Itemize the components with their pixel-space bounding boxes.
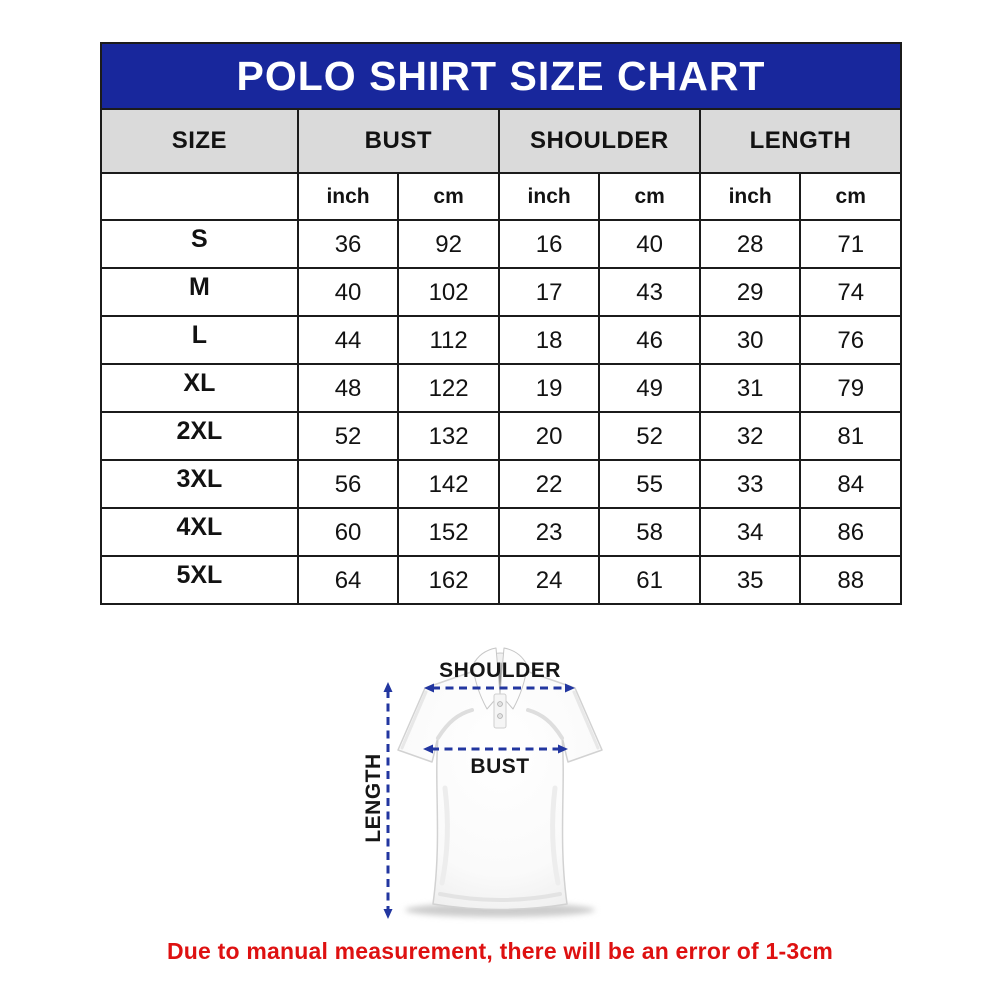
value-cell: 16: [497, 219, 601, 269]
value-cell: 60: [296, 507, 400, 557]
value-cell: 64: [296, 555, 400, 605]
value-cell: 19: [497, 363, 601, 413]
value-cell: 71: [799, 219, 902, 269]
table-row: S 36 92 16 40 28 71: [100, 219, 902, 269]
shoulder-measure-arrow: [424, 683, 575, 693]
group-header-row: SIZE BUST SHOULDER LENGTH: [100, 108, 903, 174]
value-cell: 29: [698, 267, 802, 317]
unit-cell-shoulder-cm: cm: [598, 172, 701, 221]
value-cell: 92: [397, 219, 500, 269]
unit-blank-cell: [100, 172, 299, 221]
value-cell: 152: [397, 507, 500, 557]
value-cell: 40: [296, 267, 400, 317]
size-cell: S: [100, 219, 299, 269]
value-cell: 49: [598, 363, 701, 413]
value-cell: 30: [698, 315, 802, 365]
value-cell: 24: [497, 555, 601, 605]
measurement-diagram: SHOULDER BUST LENGTH: [330, 638, 670, 940]
size-cell: M: [100, 267, 299, 317]
value-cell: 17: [497, 267, 601, 317]
value-cell: 79: [799, 363, 902, 413]
value-cell: 81: [799, 411, 902, 461]
value-cell: 55: [598, 459, 701, 509]
size-cell: L: [100, 315, 299, 365]
value-cell: 32: [698, 411, 802, 461]
unit-cell-bust-inch: inch: [296, 172, 400, 221]
value-cell: 56: [296, 459, 400, 509]
length-measure-arrow: [383, 682, 393, 919]
shoulder-label: SHOULDER: [439, 659, 561, 682]
size-cell: 2XL: [100, 411, 299, 461]
unit-cell-shoulder-inch: inch: [497, 172, 601, 221]
value-cell: 20: [497, 411, 601, 461]
value-cell: 86: [799, 507, 902, 557]
value-cell: 84: [799, 459, 902, 509]
polo-shirt-illustration: [383, 647, 603, 919]
value-cell: 88: [799, 555, 902, 605]
size-cell: 4XL: [100, 507, 299, 557]
value-cell: 162: [397, 555, 500, 605]
header-length: LENGTH: [698, 108, 903, 174]
value-cell: 28: [698, 219, 802, 269]
size-cell: XL: [100, 363, 299, 413]
value-cell: 31: [698, 363, 802, 413]
value-cell: 52: [296, 411, 400, 461]
size-chart-block: POLO SHIRT SIZE CHART SIZE BUST SHOULDER…: [100, 42, 903, 605]
table-row: M 40 102 17 43 29 74: [100, 267, 902, 317]
bust-measure-arrow: [423, 744, 568, 754]
value-cell: 112: [397, 315, 500, 365]
button: [497, 701, 503, 707]
measurement-note: Due to manual measurement, there will be…: [166, 938, 833, 964]
placket: [493, 693, 507, 729]
value-cell: 142: [397, 459, 500, 509]
bust-label: BUST: [470, 755, 530, 778]
value-cell: 58: [598, 507, 701, 557]
chart-title-banner: POLO SHIRT SIZE CHART: [100, 42, 902, 108]
value-cell: 61: [598, 555, 701, 605]
size-chart-table: SIZE BUST SHOULDER LENGTH inch cm inch c…: [100, 108, 903, 605]
value-cell: 44: [296, 315, 400, 365]
value-cell: 122: [397, 363, 500, 413]
table-row: XL 48 122 19 49 31 79: [100, 363, 902, 413]
value-cell: 102: [397, 267, 500, 317]
shirt-shading: [400, 690, 600, 902]
value-cell: 34: [698, 507, 802, 557]
value-cell: 40: [598, 219, 701, 269]
value-cell: 23: [497, 507, 601, 557]
unit-cell-length-cm: cm: [799, 172, 902, 221]
header-size: SIZE: [100, 108, 299, 174]
value-cell: 22: [497, 459, 601, 509]
value-cell: 132: [397, 411, 500, 461]
table-row: 3XL 56 142 22 55 33 84: [100, 459, 902, 509]
size-cell: 3XL: [100, 459, 299, 509]
value-cell: 74: [799, 267, 902, 317]
value-cell: 18: [497, 315, 601, 365]
button: [497, 713, 503, 719]
unit-cell-bust-cm: cm: [397, 172, 500, 221]
header-bust: BUST: [296, 108, 500, 174]
value-cell: 48: [296, 363, 400, 413]
header-shoulder: SHOULDER: [497, 108, 701, 174]
table-row: L 44 112 18 46 30 76: [100, 315, 902, 365]
value-cell: 76: [799, 315, 902, 365]
value-cell: 43: [598, 267, 701, 317]
polo-collar: [472, 647, 528, 729]
value-cell: 33: [698, 459, 802, 509]
table-row: 2XL 52 132 20 52 32 81: [100, 411, 902, 461]
unit-cell-length-inch: inch: [698, 172, 802, 221]
table-row: 4XL 60 152 23 58 34 86: [100, 507, 902, 557]
unit-header-row: inch cm inch cm inch cm: [100, 172, 902, 221]
size-cell: 5XL: [100, 555, 299, 605]
length-label: LENGTH: [362, 753, 385, 843]
value-cell: 35: [698, 555, 802, 605]
table-row: 5XL 64 162 24 61 35 88: [100, 555, 902, 605]
chart-title: POLO SHIRT SIZE CHART: [236, 52, 766, 99]
value-cell: 52: [598, 411, 701, 461]
value-cell: 46: [598, 315, 701, 365]
value-cell: 36: [296, 219, 400, 269]
